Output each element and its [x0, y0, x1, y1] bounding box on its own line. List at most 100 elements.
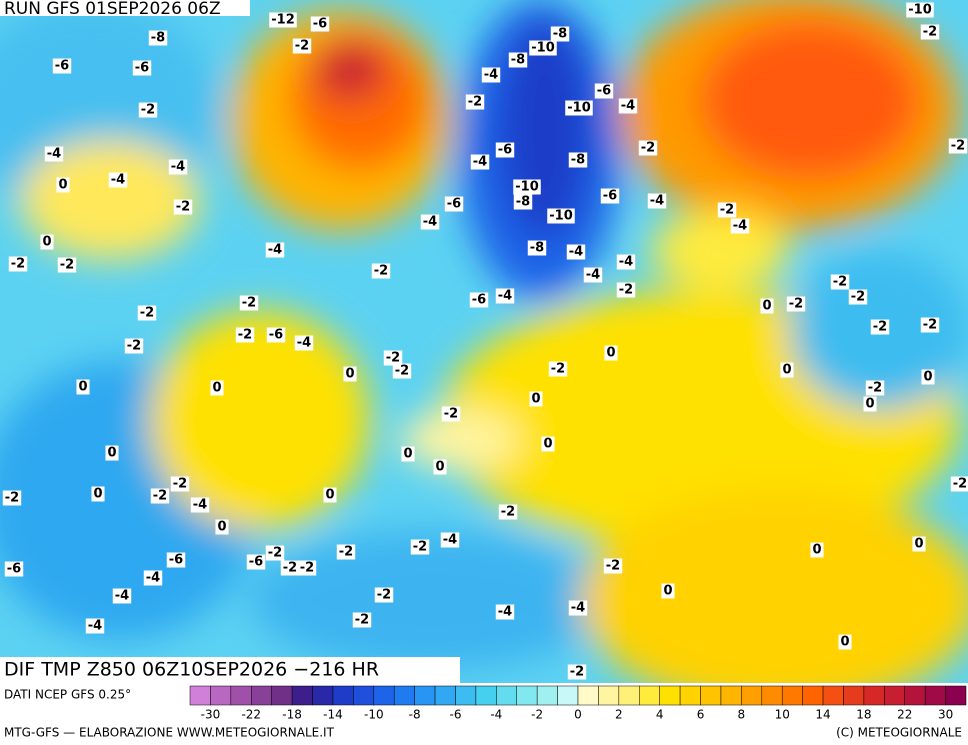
- label-box: [603, 558, 623, 574]
- colorbar-swatch: [455, 685, 477, 706]
- label-box: [392, 363, 412, 379]
- label-box: [529, 40, 557, 56]
- contour-label: -6: [597, 84, 611, 99]
- label-box: [594, 83, 614, 99]
- contour-label: 0: [914, 537, 923, 552]
- contour-label: -2: [153, 489, 167, 504]
- colorbar-swatch: [945, 685, 967, 706]
- label-box: [870, 319, 890, 335]
- contour-label: -2: [60, 258, 74, 273]
- contour-label: -4: [621, 99, 635, 114]
- contour-label: 0: [212, 381, 221, 396]
- label-box: [108, 172, 128, 188]
- contour-label: -4: [423, 215, 437, 230]
- contour-label: 0: [606, 346, 615, 361]
- field-title: DIF TMP Z850 06Z10SEP2026 −216 HR: [4, 659, 379, 681]
- contour-label: -2: [641, 141, 655, 156]
- colorbar-swatch: [312, 685, 334, 706]
- label-box: [235, 327, 255, 343]
- contour-label: -2: [127, 339, 141, 354]
- contour-label: -8: [571, 153, 585, 168]
- contour-label: -6: [269, 328, 283, 343]
- contour-label: -10: [549, 209, 573, 224]
- label-box: [838, 634, 852, 650]
- colorbar-tick-label: 22: [897, 708, 912, 722]
- contour-label: -2: [355, 613, 369, 628]
- colorbar-swatch: [353, 685, 375, 706]
- label-box: [44, 146, 64, 162]
- contour-label: -4: [47, 147, 61, 162]
- colorbar-tick-label: 2: [615, 708, 623, 722]
- contour-label: 0: [42, 235, 51, 250]
- contour-label: 0: [812, 543, 821, 558]
- contour-label: -2: [173, 477, 187, 492]
- copyright-text: (C) METEOGIORNALE: [836, 726, 962, 740]
- contour-label: -2: [468, 95, 482, 110]
- contour-label: -2: [873, 320, 887, 335]
- label-box: [568, 152, 588, 168]
- label-box: [91, 486, 105, 502]
- colorbar-swatch: [332, 685, 354, 706]
- label-box: [513, 179, 541, 195]
- label-box: [112, 588, 132, 604]
- colorbar-swatch: [618, 685, 640, 706]
- contour-label: 0: [325, 488, 334, 503]
- colorbar-swatch: [475, 685, 497, 706]
- contour-label: -2: [953, 477, 967, 492]
- label-box: [8, 256, 28, 272]
- label-box: [294, 335, 314, 351]
- contour-label: -4: [193, 498, 207, 513]
- label-box: [166, 552, 186, 568]
- contour-label: -6: [55, 59, 69, 74]
- contour-label: 0: [663, 584, 672, 599]
- label-box: [566, 244, 586, 260]
- label-box: [148, 30, 168, 46]
- label-box: [548, 361, 568, 377]
- label-box: [465, 94, 485, 110]
- label-box: [920, 317, 940, 333]
- colorbar-tick-label: -10: [364, 708, 384, 722]
- contour-label: -10: [567, 101, 591, 116]
- contour-label: 0: [107, 446, 116, 461]
- label-box: [780, 362, 794, 378]
- colorbar-swatch: [741, 685, 763, 706]
- label-box: [638, 140, 658, 156]
- label-box: [371, 263, 391, 279]
- contour-label: -2: [444, 407, 458, 422]
- contour-label: -2: [238, 328, 252, 343]
- colorbar-tick-label: 0: [574, 708, 582, 722]
- contour-label: -6: [447, 197, 461, 212]
- label-box: [600, 188, 620, 204]
- label-box: [583, 267, 603, 283]
- colorbar-tick-label: 6: [697, 708, 705, 722]
- colorbar-swatch: [496, 685, 517, 706]
- colorbar-swatch: [373, 685, 395, 706]
- contour-label: -6: [313, 17, 327, 32]
- colorbar-tick-label: -6: [449, 708, 461, 722]
- label-box: [190, 497, 210, 513]
- label-box: [138, 102, 158, 118]
- label-box: [616, 254, 636, 270]
- contour-label: -2: [951, 139, 965, 154]
- label-box: [297, 560, 317, 576]
- contour-label: -2: [570, 665, 584, 680]
- label-box: [132, 60, 152, 76]
- contour-label: -10: [531, 41, 555, 56]
- label-box: [568, 600, 588, 616]
- colorbar-tick-label: -14: [323, 708, 343, 722]
- label-box: [170, 476, 190, 492]
- contour-label: -2: [339, 545, 353, 560]
- contour-label: -4: [586, 268, 600, 283]
- contour-label: -2: [268, 546, 282, 561]
- colorbar-tick-label: 4: [656, 708, 664, 722]
- contour-label: 0: [403, 447, 412, 462]
- colorbar-swatch: [679, 685, 701, 706]
- contour-label: -2: [851, 290, 865, 305]
- field-box: [0, 657, 460, 683]
- label-box: [173, 199, 193, 215]
- colorbar-swatch: [761, 685, 783, 706]
- run-box: [0, 0, 250, 16]
- contour-label: -2: [377, 588, 391, 603]
- contour-label: 0: [345, 367, 354, 382]
- colorbar-swatch: [189, 685, 211, 706]
